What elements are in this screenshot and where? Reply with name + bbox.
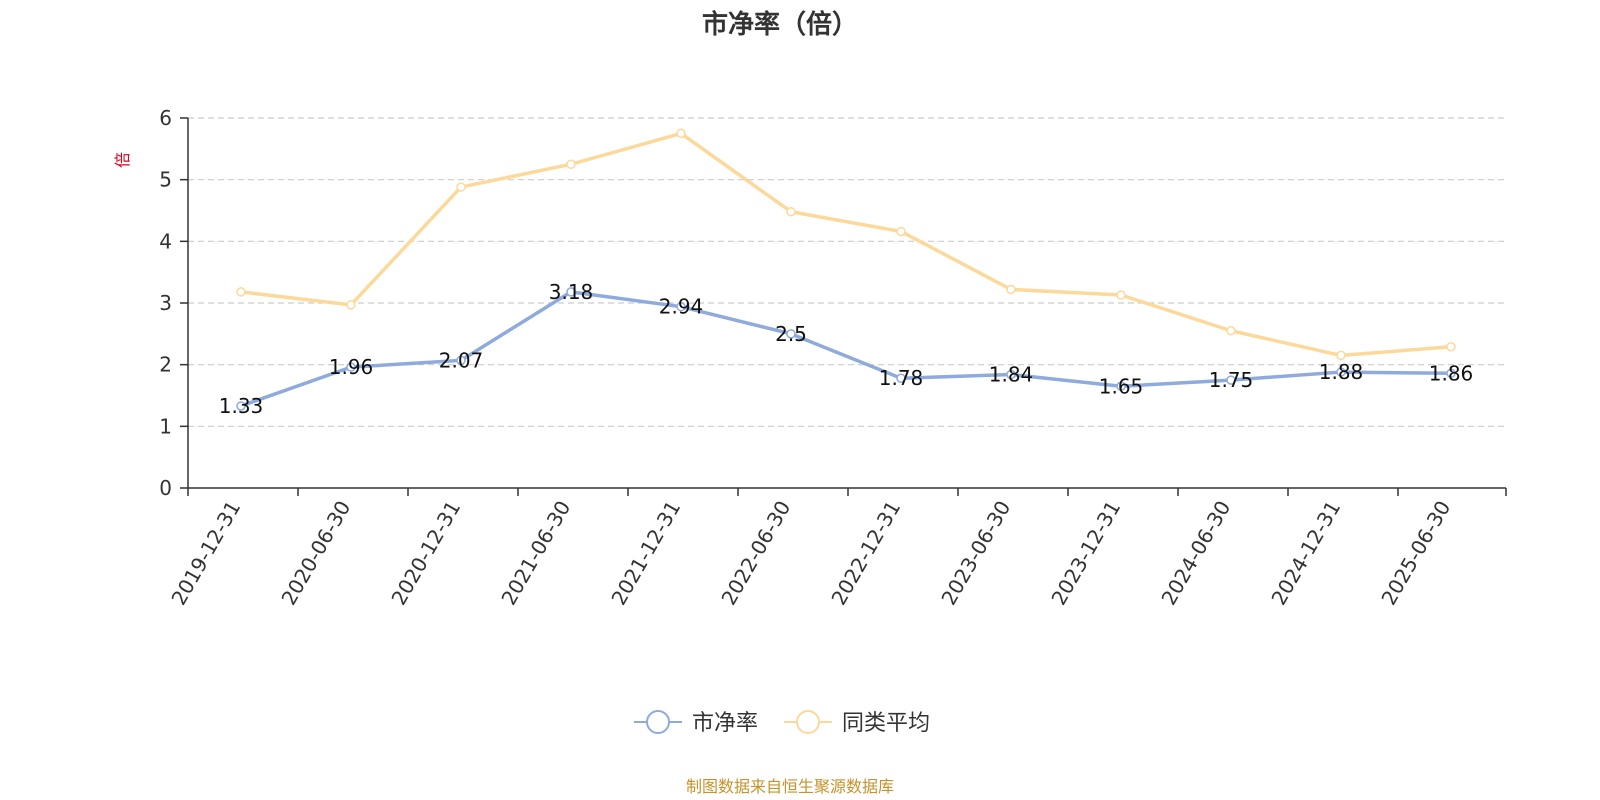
grid-layer <box>188 117 1506 427</box>
data-label: 1.78 <box>879 366 924 390</box>
data-point <box>1446 342 1456 352</box>
data-label: 2.07 <box>439 348 484 372</box>
x-tick-label: 2022-06-30 <box>716 497 795 610</box>
data-point <box>676 301 686 312</box>
y-tick-label: 3 <box>159 291 172 315</box>
data-label: 1.75 <box>1209 368 1254 392</box>
data-label: 1.84 <box>989 363 1034 387</box>
data-point <box>786 329 796 339</box>
y-tick-label: 4 <box>159 229 172 253</box>
data-point <box>346 300 356 310</box>
legend-marker-icon <box>646 710 670 734</box>
x-tick-label: 2023-06-30 <box>936 497 1015 610</box>
data-point <box>1116 381 1126 391</box>
y-tick-label: 5 <box>159 168 172 192</box>
series-line <box>239 131 1453 358</box>
y-tick-label: 2 <box>159 353 172 377</box>
x-tick-label: 2023-12-31 <box>1046 497 1125 610</box>
y-tick-label: 1 <box>159 414 172 438</box>
y-tick-label: 6 <box>159 106 172 130</box>
data-label: 1.88 <box>1319 360 1364 384</box>
x-tick-label: 2025-06-30 <box>1376 497 1455 610</box>
data-label: 1.86 <box>1429 361 1474 385</box>
data-point <box>456 355 466 366</box>
data-label: 3.18 <box>549 280 594 304</box>
x-tick-label: 2024-06-30 <box>1156 497 1235 610</box>
legend-label: 市净率 <box>692 711 758 736</box>
data-point <box>676 128 686 139</box>
data-point <box>236 401 246 411</box>
data-point <box>1336 367 1346 377</box>
data-source-note: 制图数据来自恒生聚源数据库 <box>686 777 894 796</box>
x-tick-label: 2022-12-31 <box>826 497 905 610</box>
x-tick-label: 2019-12-31 <box>166 497 245 610</box>
data-point <box>566 159 576 169</box>
data-point <box>1446 368 1456 379</box>
y-tick-label: 0 <box>159 476 172 500</box>
legend-item[interactable]: 同类平均 <box>784 710 930 736</box>
legend-marker-icon <box>796 710 820 734</box>
data-point <box>1226 375 1236 385</box>
x-tick-label: 2024-12-31 <box>1266 497 1345 610</box>
data-point <box>896 226 906 237</box>
x-tick-label: 2021-12-31 <box>606 497 685 610</box>
legend: 市净率 同类平均 <box>634 710 930 736</box>
label-layer: 1.33 1.96 2.07 3.18 2.94 2.5 1.78 1.84 1.65 1.75 1… <box>219 280 1474 418</box>
data-label: 1.96 <box>329 355 374 379</box>
data-point <box>1336 350 1346 361</box>
data-point <box>1006 369 1016 380</box>
x-tick-label: 2020-12-31 <box>386 497 465 610</box>
data-point <box>1006 284 1016 295</box>
data-point <box>456 182 466 192</box>
legend-label: 同类平均 <box>842 711 930 736</box>
legend-item[interactable]: 市净率 <box>634 710 758 736</box>
chart-title: 市净率（倍） <box>702 9 858 40</box>
x-tick-label: 2021-06-30 <box>496 497 575 610</box>
data-label: 1.65 <box>1099 374 1144 398</box>
series-line <box>239 290 1453 408</box>
x-tick-label: 2020-06-30 <box>276 497 355 610</box>
data-point <box>236 287 246 297</box>
data-point <box>896 373 906 383</box>
series-layer <box>236 128 1456 411</box>
data-point <box>1116 290 1126 300</box>
data-label: 2.94 <box>659 295 704 319</box>
data-label: 2.5 <box>775 322 807 346</box>
data-point <box>346 362 356 372</box>
y-axis-unit-label: 倍 <box>113 152 132 168</box>
data-point <box>1226 326 1236 336</box>
data-label: 1.33 <box>219 394 264 418</box>
data-point <box>566 287 576 297</box>
data-point <box>786 206 796 217</box>
